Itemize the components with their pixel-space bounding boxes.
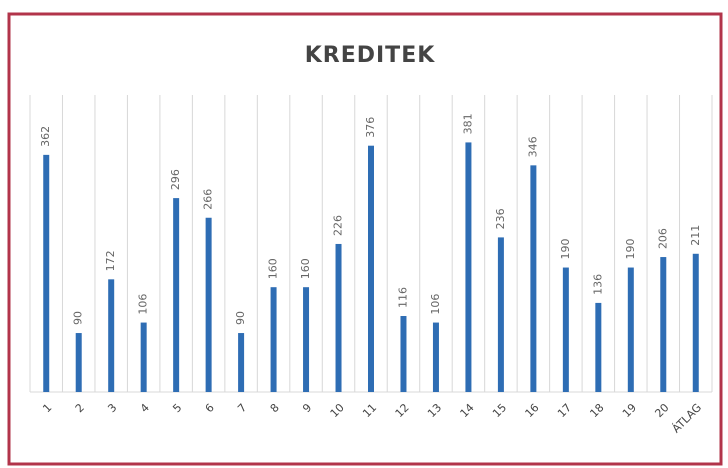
bar	[205, 217, 212, 392]
data-label: 266	[202, 189, 215, 210]
bar	[335, 243, 342, 392]
data-label: 90	[234, 311, 247, 325]
bar	[562, 267, 569, 392]
bar	[75, 333, 82, 392]
data-label: 211	[689, 225, 702, 246]
bar	[530, 165, 537, 392]
data-label: 90	[72, 311, 85, 325]
data-label: 376	[364, 117, 377, 138]
bar	[497, 237, 504, 392]
bar	[270, 287, 277, 392]
bar	[173, 198, 180, 392]
data-label: 362	[39, 126, 52, 147]
bar	[627, 267, 634, 392]
data-label: 106	[137, 294, 150, 315]
bar	[140, 322, 147, 392]
data-label: 116	[396, 287, 409, 308]
bar	[368, 145, 374, 392]
bar	[432, 322, 439, 392]
data-label: 190	[624, 239, 637, 260]
data-label: 206	[656, 228, 669, 249]
data-label: 190	[559, 239, 572, 260]
bar	[595, 302, 602, 392]
data-label: 106	[429, 294, 442, 315]
bar	[660, 257, 667, 392]
data-label: 236	[494, 208, 507, 229]
bar	[692, 253, 699, 392]
data-label: 160	[299, 258, 312, 279]
data-label: 381	[461, 113, 474, 134]
bar	[43, 154, 50, 392]
bar	[400, 316, 407, 392]
data-label: 136	[591, 274, 604, 295]
data-label: 226	[332, 215, 345, 236]
bar	[303, 287, 310, 392]
bar	[238, 333, 245, 392]
bar	[465, 142, 472, 392]
bar	[108, 279, 115, 392]
data-label: 296	[169, 169, 182, 190]
data-label: 172	[104, 250, 117, 271]
chart-title: KREDITEK	[305, 43, 436, 68]
data-label: 160	[267, 258, 280, 279]
data-label: 346	[526, 136, 539, 157]
